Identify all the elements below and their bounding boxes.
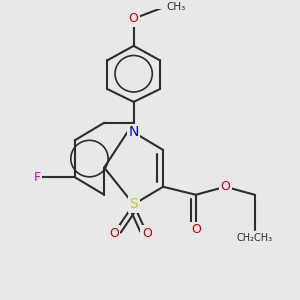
Text: O: O (129, 12, 139, 25)
Text: N: N (128, 125, 139, 139)
Text: CH₃: CH₃ (167, 2, 186, 13)
Text: O: O (220, 180, 230, 193)
Text: F: F (34, 171, 41, 184)
Text: O: O (142, 227, 152, 240)
Text: S: S (129, 197, 138, 212)
Text: O: O (109, 227, 119, 240)
Text: CH₂CH₃: CH₂CH₃ (237, 233, 273, 243)
Text: O: O (191, 224, 201, 236)
